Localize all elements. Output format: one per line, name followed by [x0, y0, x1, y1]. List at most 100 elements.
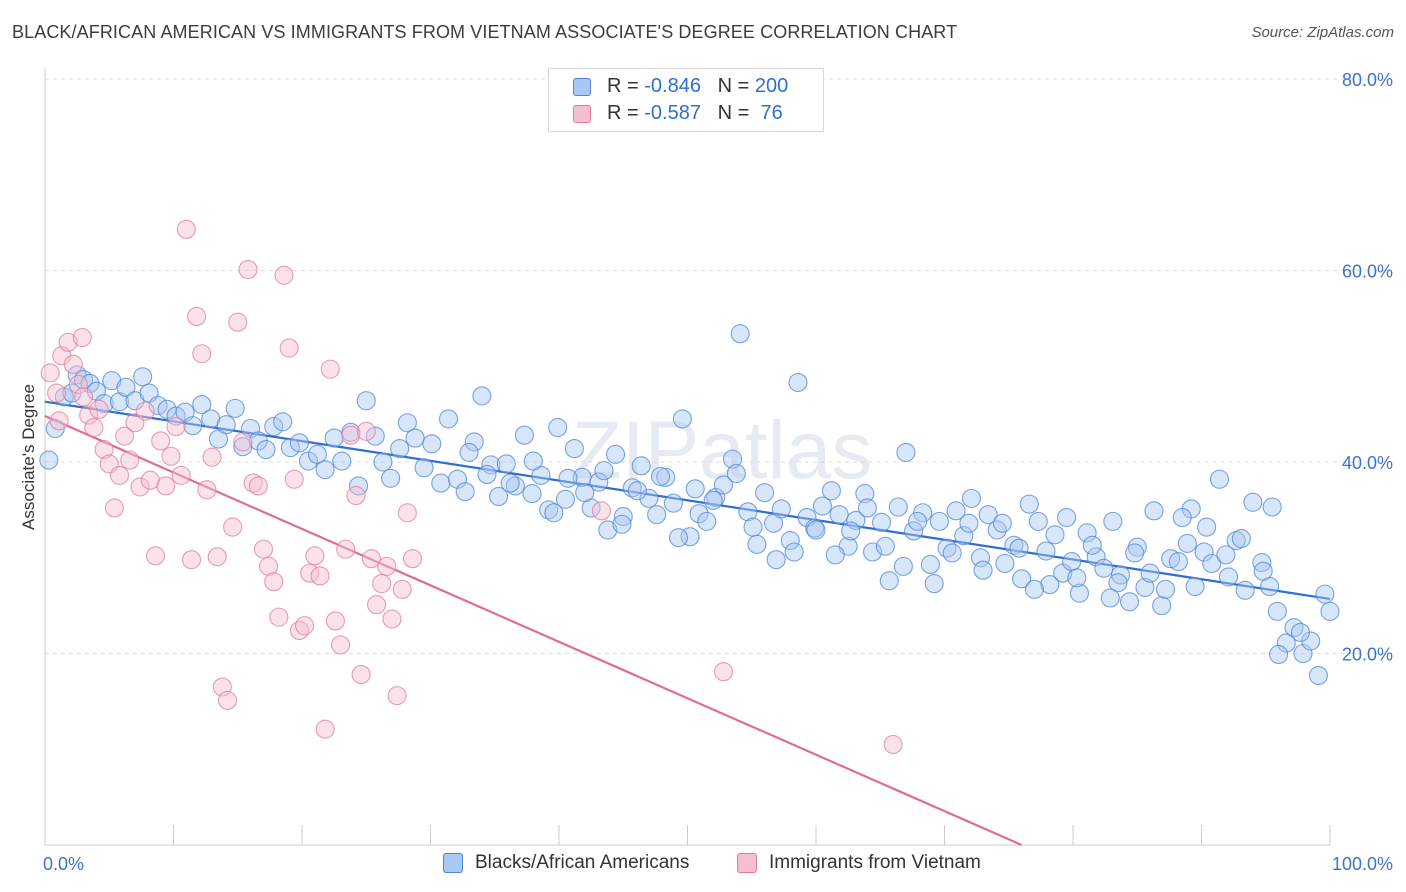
data-point-blacks [1276, 633, 1296, 653]
legend-n-label: N = [717, 102, 755, 124]
y-tick-label: 60.0% [1342, 262, 1393, 282]
data-point-blacks [1172, 507, 1192, 528]
data-point-blacks [422, 434, 442, 454]
data-point-blacks [1253, 561, 1273, 581]
data-point-blacks [1177, 533, 1197, 553]
data-point-vietnam [387, 686, 407, 706]
data-point-blacks [924, 574, 944, 594]
data-point-vietnam [361, 549, 381, 569]
data-point-blacks [1040, 575, 1060, 595]
data-point-blacks [821, 481, 841, 501]
data-point-blacks [1269, 644, 1289, 665]
data-point-blacks [970, 548, 991, 568]
data-point-blacks [555, 489, 575, 509]
legend-r-label: R = [607, 102, 645, 124]
data-point-blacks [1086, 547, 1106, 567]
data-point-blacks [1209, 469, 1230, 489]
data-point-vietnam [325, 611, 345, 631]
data-point-vietnam [284, 469, 304, 489]
data-point-vietnam [74, 387, 94, 407]
data-point-blacks [959, 513, 979, 533]
data-point-blacks [598, 520, 618, 540]
data-point-vietnam [223, 517, 243, 537]
data-point-blacks [904, 521, 924, 541]
data-point-blacks [1218, 567, 1239, 587]
data-point-vietnam [315, 719, 335, 739]
data-point-blacks [1315, 584, 1335, 604]
data-point-blacks [192, 394, 212, 415]
data-point-blacks [755, 483, 775, 503]
data-point-blacks [1185, 576, 1205, 597]
data-point-blacks [414, 458, 434, 478]
data-point-blacks [730, 324, 750, 344]
data-point-blacks [1168, 552, 1188, 572]
trend-line-vietnam [44, 415, 1023, 847]
data-point-blacks [356, 391, 376, 411]
data-point-blacks [544, 503, 564, 523]
data-point-blacks [575, 483, 595, 503]
data-point-blacks [780, 530, 800, 551]
data-point-blacks [315, 460, 335, 480]
data-point-blacks [929, 511, 949, 531]
data-point-blacks [738, 502, 758, 522]
data-point-vietnam [104, 498, 124, 518]
data-point-blacks [1082, 535, 1102, 555]
data-point-vietnam [166, 417, 186, 437]
data-point-blacks [307, 444, 327, 464]
data-point-blacks [594, 461, 614, 481]
series-blacks-points [39, 324, 1340, 686]
data-point-vietnam [248, 476, 268, 496]
data-point-blacks [390, 439, 410, 459]
data-point-blacks [627, 481, 647, 501]
data-point-blacks [256, 440, 276, 460]
data-point-blacks [907, 511, 928, 531]
data-point-vietnam [228, 312, 248, 332]
data-point-blacks [747, 534, 767, 554]
data-point-blacks [477, 464, 497, 484]
data-point-blacks [481, 455, 501, 475]
data-point-blacks [1009, 538, 1029, 558]
data-point-blacks [464, 432, 484, 452]
tick-labels: 20.0% 40.0% 60.0% 80.0% 0.0% 100.0% [43, 70, 1393, 874]
data-point-blacks [829, 505, 849, 525]
data-point-vietnam [330, 635, 351, 655]
legend-r-value: -0.846 [644, 75, 701, 97]
data-point-blacks [332, 451, 352, 471]
data-point-blacks [455, 482, 475, 502]
data-point-blacks [672, 409, 692, 429]
data-point-blacks [788, 372, 808, 393]
data-point-blacks [94, 394, 114, 414]
data-point-vietnam [356, 421, 376, 441]
data-point-vietnam [197, 480, 217, 500]
data-point-blacks [726, 463, 746, 484]
data-point-blacks [373, 452, 393, 472]
data-point-vietnam [269, 607, 289, 627]
data-point-blacks [992, 513, 1012, 533]
data-point-blacks [523, 451, 543, 471]
data-point-blacks [743, 517, 763, 537]
series-vietnam-points [40, 219, 903, 755]
data-point-blacks [225, 398, 245, 418]
data-point-blacks [472, 386, 492, 406]
data-point-blacks [1094, 558, 1114, 578]
data-point-blacks [381, 468, 401, 488]
legend-text: R = -0.587 N = 76 [607, 102, 783, 125]
data-point-blacks [722, 449, 743, 469]
data-point-blacks [1062, 552, 1082, 572]
data-point-blacks [1235, 580, 1255, 600]
data-point-blacks [280, 438, 300, 458]
data-point-vietnam [305, 546, 325, 566]
data-point-blacks [622, 478, 642, 498]
data-point-vietnam [161, 446, 181, 466]
legend-n-value: 200 [754, 75, 789, 97]
data-point-vietnam [89, 399, 109, 419]
data-point-blacks [289, 433, 309, 453]
data-point-vietnam [135, 401, 155, 421]
data-point-blacks [875, 536, 895, 556]
data-point-blacks [324, 428, 344, 448]
legend-n-label: N = [717, 75, 755, 97]
data-point-blacks [995, 553, 1015, 574]
data-point-blacks [116, 377, 136, 397]
data-point-blacks [954, 526, 974, 546]
data-point-blacks [1152, 596, 1172, 616]
